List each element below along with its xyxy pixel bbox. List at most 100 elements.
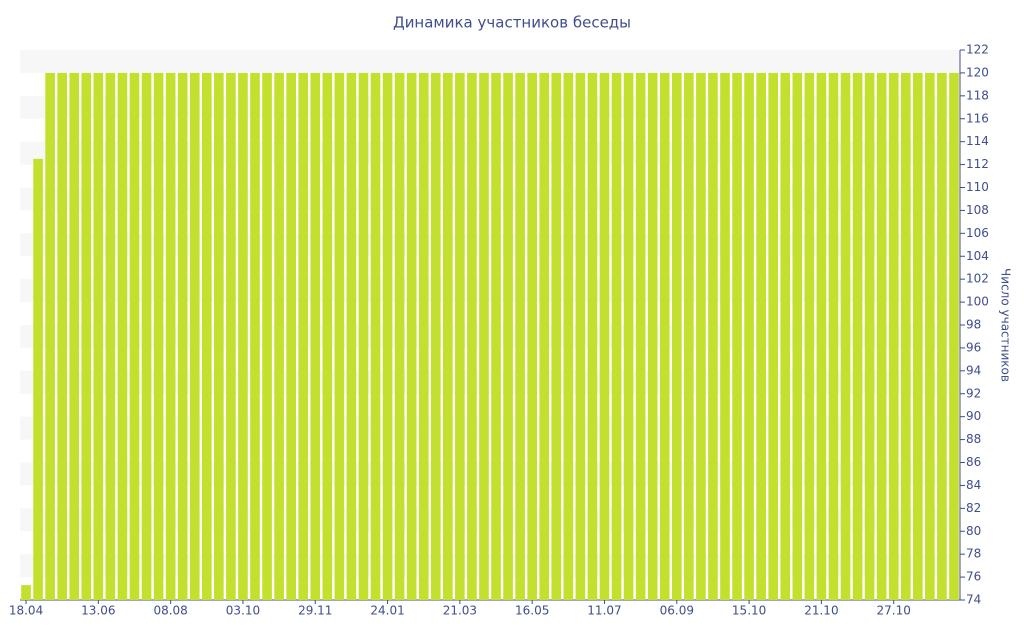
y-tick-label: 120 — [966, 65, 989, 79]
bar — [539, 72, 550, 600]
bar — [358, 72, 369, 600]
bar — [238, 72, 248, 600]
x-tick-label: 21.10 — [804, 604, 838, 618]
bar — [455, 72, 465, 600]
bar — [310, 72, 321, 600]
bar — [129, 72, 140, 600]
bar — [888, 72, 899, 600]
bar — [262, 72, 272, 600]
bar — [949, 72, 959, 600]
y-tick-label: 90 — [966, 409, 981, 423]
y-axis-label: Число участников — [999, 268, 1013, 382]
bar — [467, 72, 477, 600]
bar — [611, 72, 622, 600]
bar — [105, 72, 116, 600]
y-tick-label: 86 — [966, 455, 981, 469]
bar — [33, 158, 43, 600]
bar — [503, 72, 513, 600]
x-tick-label: 15.10 — [732, 604, 766, 618]
bar — [382, 72, 393, 600]
bar — [214, 72, 224, 600]
chart-title: Динамика участников беседы — [393, 14, 631, 32]
bar — [708, 72, 718, 600]
bar — [117, 72, 128, 600]
y-tick-label: 88 — [966, 432, 981, 446]
bar — [684, 72, 694, 600]
y-tick-label: 96 — [966, 340, 981, 354]
bar — [720, 72, 730, 600]
y-tick-label: 118 — [966, 88, 989, 102]
bar — [346, 72, 357, 600]
bar — [563, 72, 574, 600]
y-tick-label: 114 — [966, 134, 989, 148]
bar — [322, 72, 333, 600]
bar — [792, 72, 803, 600]
y-tick-label: 98 — [966, 318, 981, 332]
bar — [69, 72, 80, 600]
bar — [406, 72, 417, 600]
y-tick-label: 82 — [966, 501, 981, 515]
bar — [370, 72, 381, 600]
y-tick-label: 122 — [966, 43, 989, 57]
x-tick-label: 16.05 — [515, 604, 549, 618]
bar — [864, 72, 875, 600]
bar — [226, 72, 236, 600]
bar — [527, 72, 537, 600]
bar — [81, 72, 92, 600]
bar — [732, 72, 742, 600]
x-tick-label: 29.11 — [298, 604, 332, 618]
bar — [756, 72, 766, 600]
bar — [201, 72, 212, 600]
y-tick-label: 74 — [966, 593, 981, 607]
bar — [274, 72, 284, 600]
bar — [828, 72, 839, 600]
bar — [394, 72, 405, 600]
y-tick-label: 110 — [966, 180, 989, 194]
bar — [900, 72, 911, 600]
bar — [913, 72, 923, 600]
bar — [298, 72, 309, 600]
bar — [21, 585, 31, 600]
y-tick-label: 84 — [966, 478, 981, 492]
bar — [250, 72, 260, 600]
y-tick-label: 106 — [966, 226, 989, 240]
bar — [696, 72, 706, 600]
x-tick-label: 13.06 — [81, 604, 115, 618]
x-tick-label: 08.08 — [153, 604, 187, 618]
bar — [840, 72, 851, 600]
bar — [587, 72, 598, 600]
bar — [334, 72, 345, 600]
bar — [430, 72, 441, 600]
x-tick-label: 24.01 — [370, 604, 404, 618]
bar — [852, 72, 863, 600]
bar — [599, 72, 610, 600]
bar — [165, 72, 176, 600]
y-tick-label: 108 — [966, 203, 989, 217]
bar — [744, 72, 754, 600]
bar — [925, 72, 935, 600]
bar — [937, 72, 947, 600]
bar — [141, 72, 152, 600]
bar — [768, 72, 779, 600]
bar — [551, 72, 562, 600]
bar — [623, 72, 634, 600]
bar — [93, 72, 104, 600]
bar — [647, 72, 658, 600]
grid-band — [20, 50, 960, 73]
y-tick-label: 104 — [966, 249, 989, 263]
y-tick-label: 92 — [966, 386, 981, 400]
bar — [876, 72, 887, 600]
bar — [45, 72, 55, 600]
x-tick-label: 06.09 — [660, 604, 694, 618]
bar — [635, 72, 646, 600]
bar — [659, 72, 670, 600]
bar — [816, 72, 827, 600]
bar — [418, 72, 429, 600]
bar — [491, 72, 501, 600]
bar — [443, 72, 453, 600]
bar — [479, 72, 489, 600]
bar — [804, 72, 815, 600]
bar — [780, 72, 791, 600]
bar — [153, 72, 164, 600]
